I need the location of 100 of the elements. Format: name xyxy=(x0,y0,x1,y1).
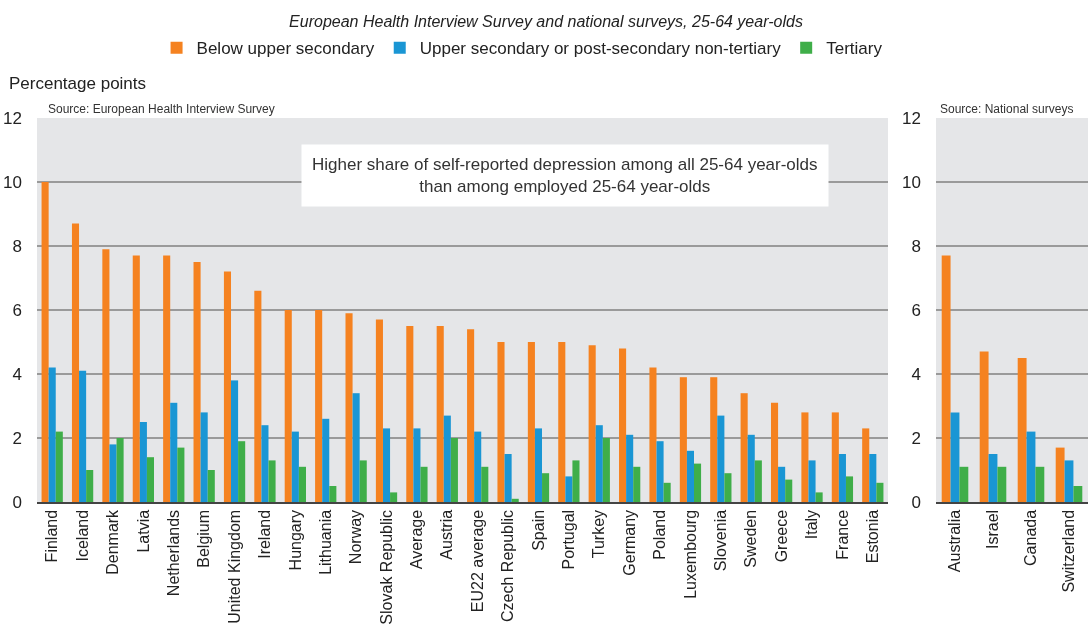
y-tick-label: 12 xyxy=(3,108,22,128)
bar xyxy=(146,457,155,502)
x-tick-label: EU22 average xyxy=(468,509,486,613)
bar xyxy=(223,271,232,502)
bar xyxy=(724,473,732,502)
bar xyxy=(71,223,80,502)
bar xyxy=(254,290,262,502)
bar xyxy=(298,466,306,502)
x-tick-label: Finland xyxy=(43,509,61,563)
bar xyxy=(572,460,580,502)
x-tick-label: Austria xyxy=(438,509,456,560)
bar xyxy=(291,431,299,502)
bar xyxy=(261,425,269,502)
bar xyxy=(717,415,725,502)
bar xyxy=(649,367,657,502)
x-tick-label: Sweden xyxy=(742,509,760,568)
y-tick-label: 8 xyxy=(12,236,22,256)
x-tick-label: Latvia xyxy=(134,509,152,553)
bar xyxy=(467,329,475,502)
bar xyxy=(1073,486,1083,502)
x-tick-label: Denmark xyxy=(104,508,122,575)
x-tick-label: Netherlands xyxy=(164,509,182,597)
y-tick-label: 10 xyxy=(3,172,22,192)
bar xyxy=(177,447,185,502)
y-tick-label: 0 xyxy=(911,492,921,512)
x-tick-label: Norway xyxy=(347,509,365,565)
bar xyxy=(626,434,634,502)
y-tick-label: 12 xyxy=(902,108,921,128)
x-tick-label: Canada xyxy=(1022,509,1040,566)
bar xyxy=(497,342,505,502)
bar xyxy=(869,454,877,502)
bar xyxy=(979,351,989,502)
y-tick-label: 4 xyxy=(911,364,921,384)
bar xyxy=(808,460,816,502)
y-tick-label: 0 xyxy=(12,492,22,512)
y-tick-label: 2 xyxy=(12,428,22,448)
bar xyxy=(55,431,63,502)
x-tick-label: Iceland xyxy=(73,509,91,562)
x-tick-label: Poland xyxy=(651,509,669,560)
bar xyxy=(595,425,603,502)
bar xyxy=(693,463,702,502)
y-tick-label: 6 xyxy=(12,300,22,320)
x-tick-label: Israel xyxy=(984,509,1002,550)
bar xyxy=(375,319,383,502)
x-tick-label: Belgium xyxy=(195,509,213,568)
bar xyxy=(1026,431,1036,502)
bar xyxy=(959,466,969,502)
x-tick-label: Luxembourg xyxy=(681,509,699,599)
bar xyxy=(102,249,110,502)
bar xyxy=(450,438,458,502)
bar xyxy=(200,412,208,502)
x-tick-label: Slovak Republic xyxy=(377,509,395,625)
chart-title: European Health Interview Survey and national surveys, 25-64 year-olds xyxy=(289,13,803,31)
bar xyxy=(778,466,786,502)
bar xyxy=(207,470,215,502)
bar xyxy=(231,380,239,502)
x-tick-label: Average xyxy=(408,509,426,570)
x-tick-label: Italy xyxy=(803,509,821,540)
y-tick-label: 10 xyxy=(902,172,921,192)
bar xyxy=(656,441,664,502)
y-tick-label: 4 xyxy=(12,364,22,384)
bar xyxy=(831,412,839,502)
bar xyxy=(710,377,718,502)
bar xyxy=(86,470,94,502)
bar xyxy=(193,262,201,502)
bar xyxy=(382,428,391,502)
bar xyxy=(747,434,755,502)
bar xyxy=(679,377,687,502)
x-tick-label: Australia xyxy=(946,509,964,573)
bar xyxy=(862,428,870,502)
bar xyxy=(109,444,117,502)
bar xyxy=(504,454,512,502)
bar xyxy=(686,450,694,502)
bar xyxy=(663,482,671,502)
bar xyxy=(941,255,951,502)
x-tick-label: Portugal xyxy=(560,509,578,570)
bar xyxy=(511,498,519,502)
bar xyxy=(390,492,398,502)
bar xyxy=(1064,460,1074,502)
annotation: Higher share of self-reported depression among all 25-64 year-olds than among employed 25-64 year-olds xyxy=(312,155,818,197)
source-note: Source: National surveys xyxy=(940,102,1074,116)
bar xyxy=(132,255,140,502)
bar xyxy=(481,466,489,502)
bar xyxy=(170,402,178,502)
bar xyxy=(406,326,414,502)
bar xyxy=(838,454,846,502)
y-tick-label: 2 xyxy=(911,428,921,448)
bar xyxy=(619,348,627,502)
bar xyxy=(988,454,998,502)
bar xyxy=(329,486,337,502)
x-tick-label: Lithuania xyxy=(316,509,334,575)
bar xyxy=(588,345,596,502)
bar xyxy=(352,393,360,502)
legend-label: Upper secondary or post-secondary non-tertiary xyxy=(419,39,782,59)
bar xyxy=(474,431,482,502)
y-axis-title: Percentage points xyxy=(9,74,147,93)
bar xyxy=(801,412,809,502)
bar xyxy=(436,326,444,502)
bar xyxy=(238,441,246,502)
bar xyxy=(527,342,535,502)
